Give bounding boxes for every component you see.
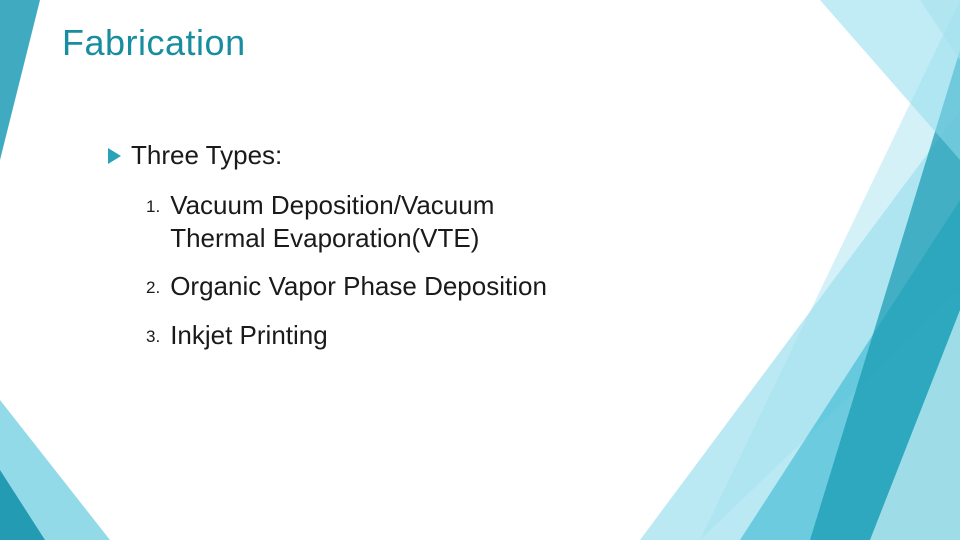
slide-content: Three Types: 1. Vacuum Deposition/Vacuum … xyxy=(108,140,588,367)
heading-text: Three Types: xyxy=(131,140,282,171)
list-text: Inkjet Printing xyxy=(170,319,328,352)
numbered-list: 1. Vacuum Deposition/Vacuum Thermal Evapo… xyxy=(146,189,588,351)
slide-title: Fabrication xyxy=(62,22,246,64)
heading-row: Three Types: xyxy=(108,140,588,171)
list-item: 2. Organic Vapor Phase Deposition xyxy=(146,270,588,303)
arrow-bullet-icon xyxy=(108,148,121,164)
list-item: 1. Vacuum Deposition/Vacuum Thermal Evapo… xyxy=(146,189,588,254)
decor-triangle xyxy=(820,0,960,160)
decor-triangle xyxy=(0,0,40,160)
slide: Fabrication Three Types: 1. Vacuum Deposi… xyxy=(0,0,960,540)
list-number: 3. xyxy=(146,319,160,345)
list-text: Organic Vapor Phase Deposition xyxy=(170,270,547,303)
list-number: 2. xyxy=(146,270,160,296)
list-number: 1. xyxy=(146,189,160,215)
list-text: Vacuum Deposition/Vacuum Thermal Evapora… xyxy=(170,189,588,254)
list-item: 3. Inkjet Printing xyxy=(146,319,588,352)
